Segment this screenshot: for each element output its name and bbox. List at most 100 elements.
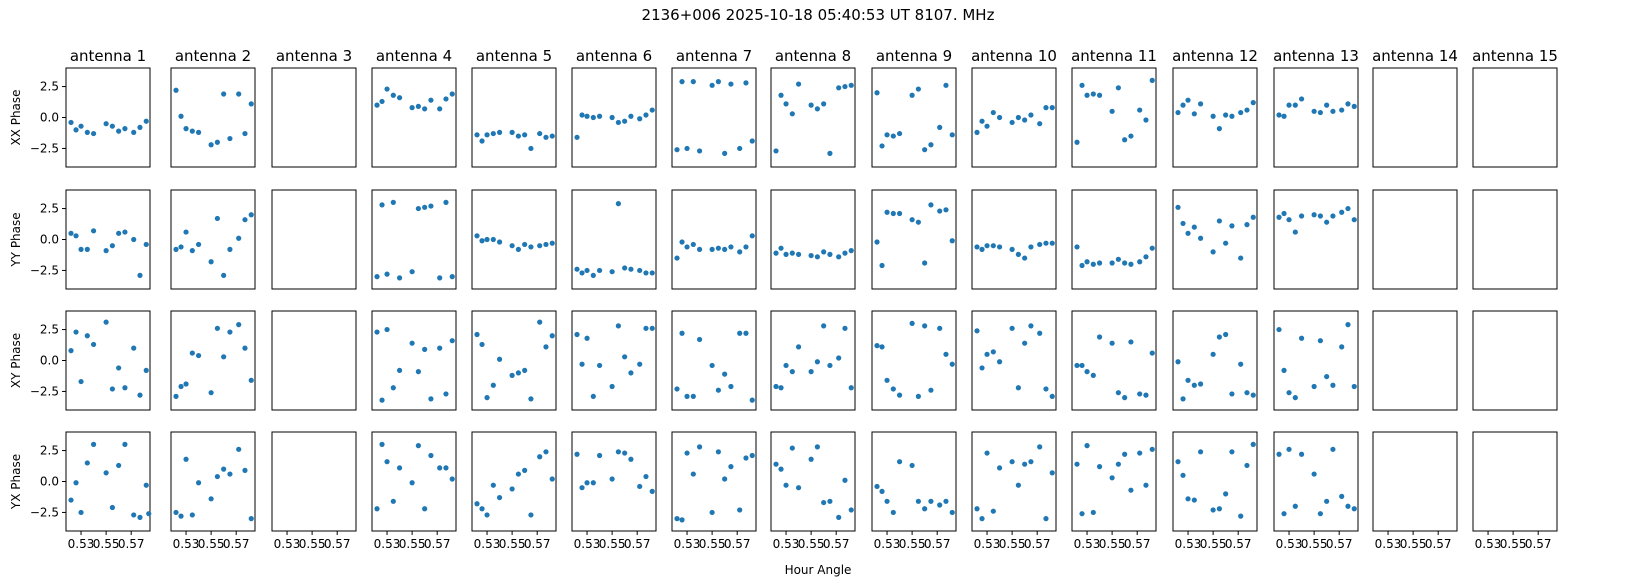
data-point — [103, 319, 109, 325]
data-point — [1276, 451, 1282, 457]
data-point — [974, 129, 980, 135]
data-point — [474, 233, 480, 239]
data-point — [242, 345, 248, 351]
data-point — [609, 269, 615, 275]
panel-frame-r4-c14 — [1372, 431, 1458, 532]
data-point — [928, 498, 934, 504]
data-point — [690, 471, 696, 477]
data-point — [1351, 383, 1357, 390]
data-point — [622, 450, 628, 456]
data-point — [84, 333, 90, 339]
data-point — [778, 385, 784, 391]
data-point — [674, 386, 680, 392]
x-tick-label: 0.57 — [1326, 537, 1353, 551]
data-point — [437, 275, 443, 281]
data-point — [1281, 210, 1287, 217]
data-point — [409, 105, 415, 111]
data-point — [137, 514, 143, 520]
x-tick-label: 0.57 — [324, 537, 351, 551]
data-point — [208, 390, 214, 396]
data-point — [928, 387, 934, 393]
panel-frame-r4-c7 — [671, 431, 757, 532]
data-point — [90, 441, 97, 447]
data-point — [1143, 482, 1149, 488]
data-point — [728, 464, 734, 470]
data-point — [1324, 102, 1330, 108]
data-point — [896, 210, 903, 217]
data-point — [443, 96, 449, 102]
x-tick-label: 0.55 — [93, 537, 120, 551]
data-point — [749, 233, 755, 239]
data-point — [409, 480, 415, 486]
x-tick-label: 0.57 — [724, 537, 751, 551]
data-point — [1128, 133, 1134, 139]
data-point — [236, 446, 242, 452]
data-point — [990, 508, 996, 514]
x-tick-label: 0.53 — [374, 537, 401, 551]
data-point — [496, 129, 503, 135]
panel-frame-r1-c1 — [65, 67, 151, 168]
data-point — [979, 365, 985, 371]
data-point — [1324, 373, 1330, 380]
data-point — [943, 207, 949, 213]
panel-frame-r2-c4 — [371, 189, 457, 290]
data-point — [842, 325, 848, 331]
data-point — [1096, 334, 1103, 340]
data-point — [1185, 97, 1191, 103]
data-point — [409, 269, 415, 275]
data-point — [78, 123, 84, 129]
data-point — [528, 512, 534, 518]
data-point — [103, 121, 109, 127]
data-point — [722, 476, 728, 482]
data-point — [996, 465, 1003, 471]
panel-frame-r4-c4 — [371, 431, 457, 532]
data-point — [1079, 262, 1085, 269]
antenna-title-4: antenna 4 — [376, 47, 452, 65]
x-tick-label: 0.53 — [1475, 537, 1502, 551]
data-point — [808, 252, 814, 259]
data-point — [214, 215, 220, 222]
data-point — [743, 80, 749, 86]
x-tick-label: 0.55 — [1400, 537, 1427, 551]
data-point — [615, 449, 621, 455]
data-point — [1311, 108, 1317, 114]
data-point — [773, 250, 779, 256]
x-tick-label: 0.53 — [274, 537, 301, 551]
data-point — [1324, 498, 1330, 504]
data-point — [1115, 390, 1121, 396]
data-point — [122, 385, 128, 391]
data-point — [1037, 121, 1043, 127]
data-point — [696, 148, 703, 154]
data-point — [836, 254, 842, 260]
data-point — [1292, 102, 1298, 108]
data-point — [949, 132, 955, 138]
data-point — [242, 130, 248, 137]
data-point — [684, 450, 690, 456]
x-tick-label: 0.55 — [999, 537, 1026, 551]
data-point — [474, 501, 480, 507]
data-point — [827, 498, 833, 504]
data-point — [390, 385, 396, 391]
data-point — [749, 452, 755, 459]
panel-frame-r2-c13 — [1273, 189, 1359, 290]
data-point — [189, 128, 195, 134]
data-point — [722, 150, 728, 156]
data-point — [528, 396, 534, 402]
data-point — [173, 87, 179, 93]
data-point — [1197, 381, 1204, 387]
data-point — [637, 116, 643, 122]
data-point — [874, 483, 880, 490]
antenna-title-12: antenna 12 — [1172, 47, 1258, 65]
data-point — [131, 129, 137, 135]
data-point — [522, 467, 528, 473]
data-point — [214, 473, 220, 480]
x-tick-label: 0.55 — [899, 537, 926, 551]
data-point — [1122, 260, 1128, 266]
data-point — [103, 248, 109, 254]
antenna-title-1: antenna 1 — [70, 47, 146, 65]
data-point — [709, 362, 715, 369]
data-point — [808, 456, 814, 462]
data-point — [628, 456, 634, 462]
data-point — [1223, 240, 1229, 246]
